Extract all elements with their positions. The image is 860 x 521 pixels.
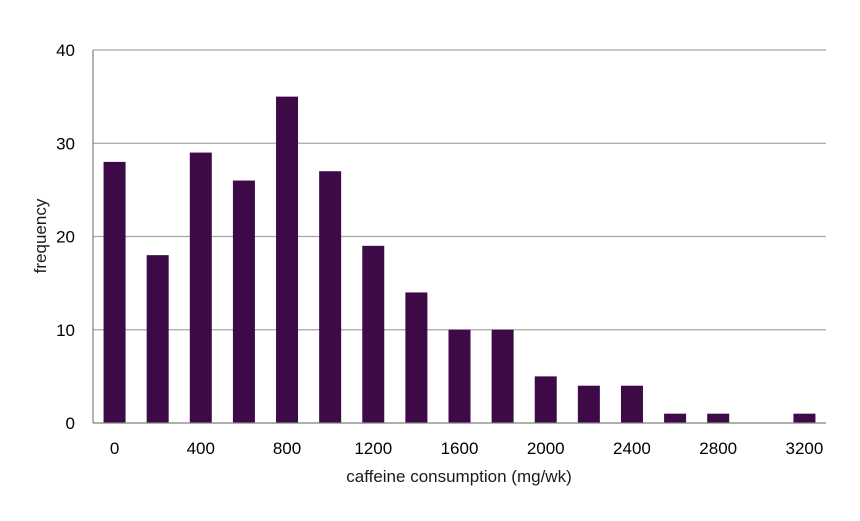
bar-1800	[491, 329, 514, 423]
bar-0	[103, 161, 126, 423]
bar-1600	[448, 329, 471, 423]
y-tick-label-10: 10	[56, 321, 75, 340]
bar-1200	[362, 245, 385, 423]
x-axis-title: caffeine consumption (mg/wk)	[346, 467, 572, 486]
bars	[103, 96, 816, 423]
axes	[92, 50, 826, 424]
x-tick-label-800: 800	[273, 439, 301, 458]
bar-2000	[534, 376, 557, 423]
bar-2200	[577, 385, 600, 423]
bar-400	[189, 152, 212, 423]
y-tick-label-40: 40	[56, 41, 75, 60]
x-tick-label-0: 0	[110, 439, 119, 458]
x-tick-label-2000: 2000	[527, 439, 565, 458]
y-tick-label-0: 0	[66, 414, 75, 433]
bar-1400	[405, 292, 428, 423]
bar-600	[232, 180, 255, 423]
x-tick-label-400: 400	[187, 439, 215, 458]
bar-200	[146, 255, 169, 423]
y-tick-label-30: 30	[56, 134, 75, 153]
y-tick-label-20: 20	[56, 228, 75, 247]
x-tick-label-1600: 1600	[441, 439, 479, 458]
y-axis-title: frequency	[31, 198, 50, 273]
x-tick-label-1200: 1200	[354, 439, 392, 458]
bar-1000	[319, 171, 342, 423]
x-tick-label-2400: 2400	[613, 439, 651, 458]
bar-3200	[793, 413, 816, 423]
bar-2800	[707, 413, 730, 423]
bar-2600	[664, 413, 687, 423]
bar-800	[276, 96, 299, 423]
bar-2400	[620, 385, 643, 423]
x-tick-label-2800: 2800	[699, 439, 737, 458]
x-tick-label-3200: 3200	[786, 439, 824, 458]
